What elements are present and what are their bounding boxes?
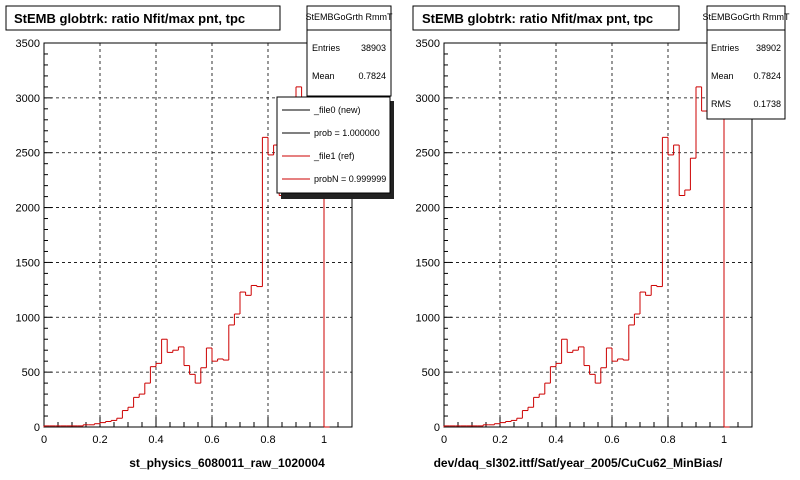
left-stats-mean-value: 0.7824 [358,71,386,81]
left-stats-entries-value: 38903 [361,43,386,53]
right-x-tick-label: 0 [441,434,447,446]
left-y-tick-label: 3000 [16,93,40,105]
legend-label-file1: _file1 (ref) [313,151,355,161]
right-x-tick-label: 1 [721,434,727,446]
right-stats-frame [706,5,786,120]
right-x-tick-label: 0.8 [660,434,675,446]
legend-label-probn: probN = 0.999999 [314,174,386,184]
right-panel: 0 500 1000 1500 2000 2500 3000 3500 0 0.2 0.4 0.6 0.… [412,5,790,470]
left-y-tick-label: 3500 [16,38,40,50]
right-title-frame [412,5,680,31]
left-y-tick-label: 500 [22,367,40,379]
right-stats-name: StEMBGoGrth RmmT [702,12,790,22]
right-stats-mean-label: Mean [711,71,734,81]
right-y-tick-label: 2000 [416,203,440,215]
left-title-box: StEMB globtrk: ratio Nfit/max pnt, tpc [5,5,281,31]
left-stats-frame [306,5,392,97]
legend: _file0 (new) prob = 1.000000 _file1 (ref… [276,96,394,199]
legend-frame [276,96,391,194]
left-y-tick-label: 2000 [16,203,40,215]
legend-label-prob: prob = 1.000000 [314,128,380,138]
left-chart-title: StEMB globtrk: ratio Nfit/max pnt, tpc [14,11,245,26]
right-plot-area: 0 500 1000 1500 2000 2500 3000 3500 0 0.2 0.4 0.6 0.… [416,38,753,446]
left-stats-mean-label: Mean [312,71,335,81]
left-stats-entries-label: Entries [312,43,341,53]
right-y-tick-label: 2500 [416,148,440,160]
right-y-tick-label: 0 [434,422,440,434]
left-y-tick-label: 1000 [16,312,40,324]
left-stats-box: StEMBGoGrth RmmT Entries 38903 Mean 0.78… [305,5,393,97]
right-x-axis-label: dev/daq_sl302.ittf/Sat/year_2005/CuCu62_… [434,456,723,470]
left-x-tick-label: 0.4 [148,434,163,446]
left-y-tick-label: 2500 [16,148,40,160]
right-x-tick-label: 0.6 [604,434,619,446]
right-y-tick-label: 500 [422,367,440,379]
right-y-tick-label: 1500 [416,257,440,269]
right-plot-frame [443,42,753,428]
left-x-axis-label: st_physics_6080011_raw_1020004 [129,456,325,470]
left-y-tick-label: 1500 [16,257,40,269]
right-stats-rms-label: RMS [711,99,731,109]
left-x-tick-label: 0.6 [204,434,219,446]
right-title-box: StEMB globtrk: ratio Nfit/max pnt, tpc [412,5,680,31]
left-stats-name: StEMBGoGrth RmmT [305,12,393,22]
right-stats-entries-label: Entries [711,43,740,53]
right-y-tick-label: 1000 [416,312,440,324]
left-x-tick-label: 1 [321,434,327,446]
right-y-tick-label: 3000 [416,93,440,105]
right-x-tick-label: 0.4 [548,434,563,446]
left-x-tick-label: 0.8 [260,434,275,446]
right-stats-mean-value: 0.7824 [753,71,781,81]
right-chart-title: StEMB globtrk: ratio Nfit/max pnt, tpc [422,11,653,26]
legend-label-file0: _file0 (new) [313,105,361,115]
right-stats-rms-value: 0.1738 [753,99,781,109]
right-stats-box: StEMBGoGrth RmmT Entries 38902 Mean 0.78… [702,5,790,120]
left-x-tick-label: 0 [41,434,47,446]
left-y-tick-label: 0 [34,422,40,434]
left-x-tick-label: 0.2 [92,434,107,446]
right-stats-entries-value: 38902 [756,43,781,53]
right-y-tick-label: 3500 [416,38,440,50]
left-panel: 0 500 1000 1500 2000 2500 3000 3500 0 0.2 0.4 0.6 0.… [5,5,394,470]
left-title-frame [5,5,281,31]
right-x-tick-label: 0.2 [492,434,507,446]
